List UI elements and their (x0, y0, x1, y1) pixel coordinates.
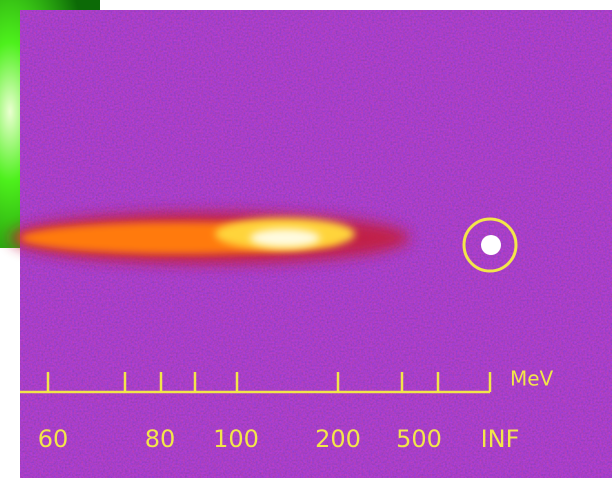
unit-label: MeV (510, 367, 554, 391)
scale-label: 500 (396, 425, 442, 453)
scale-label: 80 (145, 425, 176, 453)
scale-label: 200 (315, 425, 361, 453)
scale-label: 60 (38, 425, 69, 453)
scale-label: 100 (213, 425, 259, 453)
scale-label: INF (481, 425, 520, 453)
spectrum-image (10, 10, 612, 478)
screenshot: MeV 60 80 100 200 500 INF (0, 0, 612, 478)
